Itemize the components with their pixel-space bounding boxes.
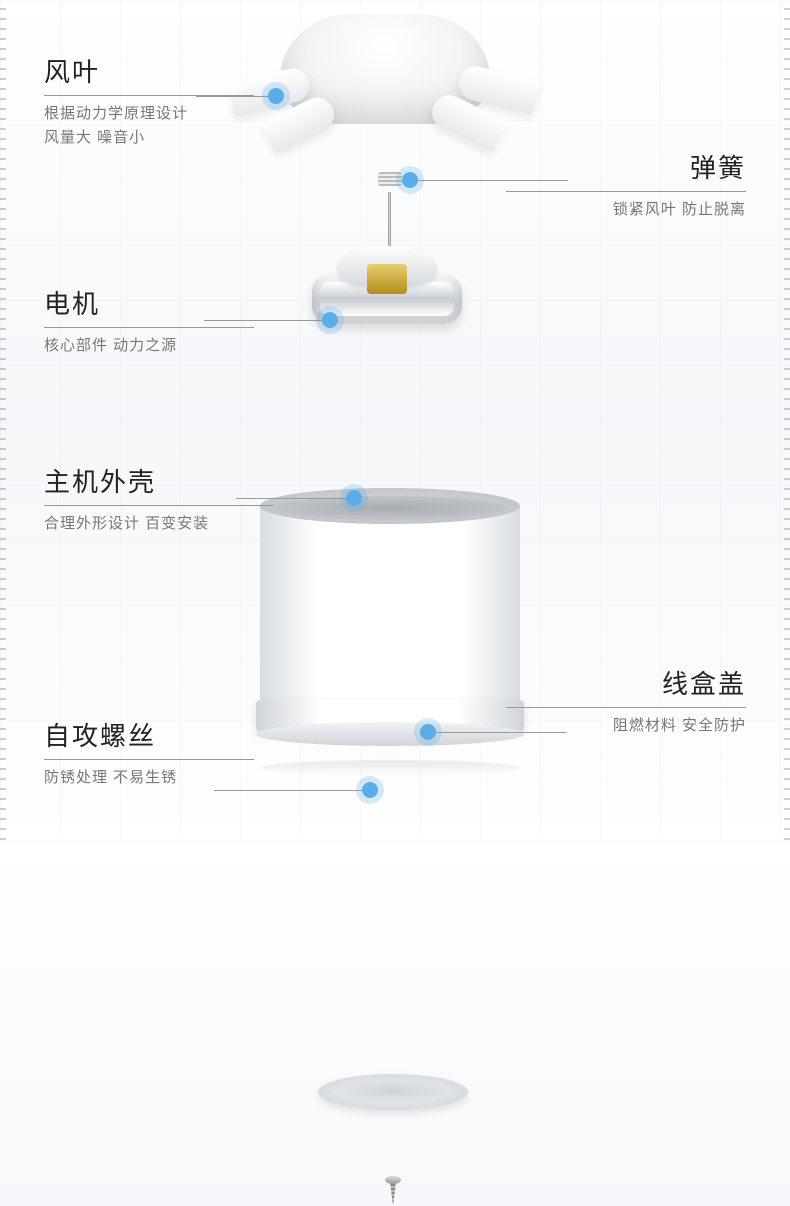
- component-cover: [318, 1074, 468, 1110]
- component-fan: [280, 14, 490, 124]
- callout-desc: 根据动力学原理设计 风量大 噪音小: [44, 102, 254, 150]
- component-screw: [388, 1176, 398, 1206]
- leader-line: [236, 498, 354, 499]
- callout-desc: 锁紧风叶 防止脱离: [506, 198, 746, 222]
- callout-dot: [420, 724, 436, 740]
- leader-line: [196, 96, 276, 97]
- callout-desc: 合理外形设计 百变安装: [44, 512, 274, 536]
- callout-dot: [322, 312, 338, 328]
- component-shell: [260, 488, 520, 748]
- callout-cover: 线盒盖 阻燃材料 安全防护: [506, 664, 746, 738]
- callout-screw: 自攻螺丝 防锈处理 不易生锈: [44, 716, 254, 790]
- callout-fan: 风叶 根据动力学原理设计 风量大 噪音小: [44, 52, 254, 150]
- callout-spring: 弹簧 锁紧风叶 防止脱离: [506, 148, 746, 222]
- callout-desc: 核心部件 动力之源: [44, 334, 254, 358]
- callout-shell: 主机外壳 合理外形设计 百变安装: [44, 462, 274, 536]
- callout-dot: [268, 88, 284, 104]
- callout-title: 电机: [44, 284, 254, 328]
- leader-line: [214, 790, 370, 791]
- callout-dot: [402, 172, 418, 188]
- callout-dot: [362, 782, 378, 798]
- component-spring: [378, 172, 402, 186]
- callout-title: 主机外壳: [44, 462, 274, 506]
- callout-motor: 电机 核心部件 动力之源: [44, 284, 254, 358]
- leader-line: [418, 180, 568, 181]
- callout-dot: [346, 490, 362, 506]
- callout-desc: 阻燃材料 安全防护: [506, 714, 746, 738]
- callout-title: 弹簧: [506, 148, 746, 192]
- leader-line: [436, 732, 566, 733]
- right-edge-hatch: [784, 0, 790, 844]
- callout-desc: 防锈处理 不易生锈: [44, 766, 254, 790]
- leader-line: [204, 320, 330, 321]
- component-shaft: [388, 192, 391, 252]
- component-motor: [312, 246, 462, 346]
- left-edge-hatch: [0, 0, 6, 844]
- callout-title: 风叶: [44, 52, 254, 96]
- callout-title: 线盒盖: [506, 664, 746, 708]
- callout-title: 自攻螺丝: [44, 716, 254, 760]
